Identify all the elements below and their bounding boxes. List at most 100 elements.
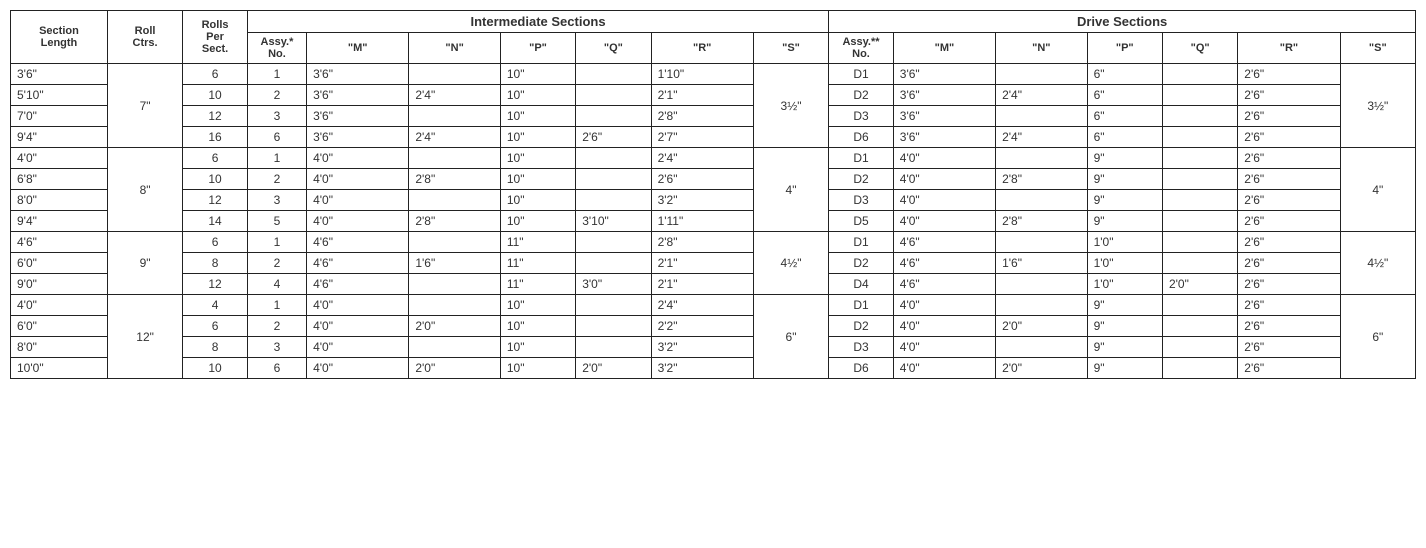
cell-rolls-per-sect: 12 xyxy=(183,274,248,295)
cell-drv-s: 3½" xyxy=(1340,64,1415,148)
cell-drv-m: 4'0" xyxy=(893,358,995,379)
cell-section-length: 8'0" xyxy=(11,190,108,211)
cell-drv-n xyxy=(996,64,1088,85)
cell-drv-assy: D6 xyxy=(829,127,894,148)
cell-drv-p: 6" xyxy=(1087,106,1162,127)
cell-int-q xyxy=(576,190,651,211)
cell-drv-p: 9" xyxy=(1087,358,1162,379)
cell-int-m: 3'6" xyxy=(307,85,409,106)
cell-int-r: 2'1" xyxy=(651,274,753,295)
cell-drv-q xyxy=(1162,169,1237,190)
cell-section-length: 10'0" xyxy=(11,358,108,379)
cell-drv-assy: D1 xyxy=(829,64,894,85)
cell-int-n: 2'8" xyxy=(409,169,501,190)
cell-int-p: 10" xyxy=(500,169,575,190)
cell-int-r: 3'2" xyxy=(651,337,753,358)
header-int-q: "Q" xyxy=(576,33,651,64)
cell-drv-assy: D3 xyxy=(829,337,894,358)
cell-int-n xyxy=(409,64,501,85)
header-section-length: SectionLength xyxy=(11,11,108,64)
cell-int-assy: 1 xyxy=(247,148,306,169)
cell-int-assy: 1 xyxy=(247,64,306,85)
cell-rolls-per-sect: 10 xyxy=(183,169,248,190)
cell-int-r: 2'2" xyxy=(651,316,753,337)
cell-int-q xyxy=(576,106,651,127)
cell-drv-q xyxy=(1162,295,1237,316)
header-int-assy-no: Assy.*No. xyxy=(247,33,306,64)
cell-drv-assy: D2 xyxy=(829,85,894,106)
cell-int-assy: 2 xyxy=(247,316,306,337)
cell-rolls-per-sect: 4 xyxy=(183,295,248,316)
header-int-n: "N" xyxy=(409,33,501,64)
cell-int-assy: 3 xyxy=(247,190,306,211)
table-row: 6'0"824'6"1'6"11"2'1"D24'6"1'6"1'0"2'6" xyxy=(11,253,1416,274)
cell-int-m: 4'0" xyxy=(307,295,409,316)
cell-drv-s: 6" xyxy=(1340,295,1415,379)
table-row: 9'4"1663'6"2'4"10"2'6"2'7"D63'6"2'4"6"2'… xyxy=(11,127,1416,148)
cell-int-q xyxy=(576,253,651,274)
cell-section-length: 4'6" xyxy=(11,232,108,253)
cell-int-n: 2'0" xyxy=(409,316,501,337)
cell-section-length: 6'0" xyxy=(11,316,108,337)
table-row: 6'0"624'0"2'0"10"2'2"D24'0"2'0"9"2'6" xyxy=(11,316,1416,337)
cell-drv-p: 9" xyxy=(1087,169,1162,190)
cell-int-r: 2'1" xyxy=(651,253,753,274)
cell-int-p: 10" xyxy=(500,106,575,127)
cell-drv-r: 2'6" xyxy=(1238,232,1340,253)
cell-int-q: 3'10" xyxy=(576,211,651,232)
cell-roll-ctrs: 7" xyxy=(107,64,182,148)
cell-drv-p: 6" xyxy=(1087,64,1162,85)
cell-int-q xyxy=(576,64,651,85)
cell-drv-n: 2'8" xyxy=(996,169,1088,190)
cell-drv-q xyxy=(1162,85,1237,106)
cell-drv-p: 1'0" xyxy=(1087,253,1162,274)
cell-int-assy: 5 xyxy=(247,211,306,232)
cell-drv-m: 4'0" xyxy=(893,337,995,358)
cell-int-q xyxy=(576,337,651,358)
cell-drv-p: 9" xyxy=(1087,211,1162,232)
cell-drv-r: 2'6" xyxy=(1238,148,1340,169)
header-int-r: "R" xyxy=(651,33,753,64)
cell-int-s: 6" xyxy=(753,295,828,379)
cell-drv-assy: D2 xyxy=(829,253,894,274)
cell-rolls-per-sect: 16 xyxy=(183,127,248,148)
cell-drv-m: 4'0" xyxy=(893,295,995,316)
cell-int-r: 3'2" xyxy=(651,190,753,211)
cell-drv-p: 6" xyxy=(1087,127,1162,148)
cell-int-m: 4'0" xyxy=(307,169,409,190)
cell-int-s: 4½" xyxy=(753,232,828,295)
cell-drv-p: 9" xyxy=(1087,148,1162,169)
cell-drv-n: 2'4" xyxy=(996,127,1088,148)
cell-int-r: 1'10" xyxy=(651,64,753,85)
cell-int-q xyxy=(576,148,651,169)
cell-int-r: 3'2" xyxy=(651,358,753,379)
cell-drv-q xyxy=(1162,148,1237,169)
cell-drv-assy: D5 xyxy=(829,211,894,232)
header-drv-r: "R" xyxy=(1238,33,1340,64)
header-int-m: "M" xyxy=(307,33,409,64)
cell-drv-n xyxy=(996,190,1088,211)
cell-int-r: 2'8" xyxy=(651,106,753,127)
cell-drv-r: 2'6" xyxy=(1238,85,1340,106)
header-roll-ctrs: RollCtrs. xyxy=(107,11,182,64)
cell-int-assy: 1 xyxy=(247,295,306,316)
cell-drv-m: 4'0" xyxy=(893,169,995,190)
cell-int-r: 2'8" xyxy=(651,232,753,253)
cell-roll-ctrs: 8" xyxy=(107,148,182,232)
cell-int-p: 10" xyxy=(500,295,575,316)
cell-drv-r: 2'6" xyxy=(1238,274,1340,295)
cell-drv-s: 4" xyxy=(1340,148,1415,232)
cell-section-length: 4'0" xyxy=(11,295,108,316)
header-drv-p: "P" xyxy=(1087,33,1162,64)
header-rolls-per-sect: RollsPerSect. xyxy=(183,11,248,64)
table-row: 8'0"834'0"10"3'2"D34'0"9"2'6" xyxy=(11,337,1416,358)
cell-int-assy: 2 xyxy=(247,253,306,274)
table-row: 10'0"1064'0"2'0"10"2'0"3'2"D64'0"2'0"9"2… xyxy=(11,358,1416,379)
cell-drv-r: 2'6" xyxy=(1238,316,1340,337)
cell-drv-r: 2'6" xyxy=(1238,127,1340,148)
cell-drv-s: 4½" xyxy=(1340,232,1415,295)
cell-drv-p: 9" xyxy=(1087,190,1162,211)
header-int-p: "P" xyxy=(500,33,575,64)
cell-drv-q xyxy=(1162,337,1237,358)
cell-int-q: 3'0" xyxy=(576,274,651,295)
